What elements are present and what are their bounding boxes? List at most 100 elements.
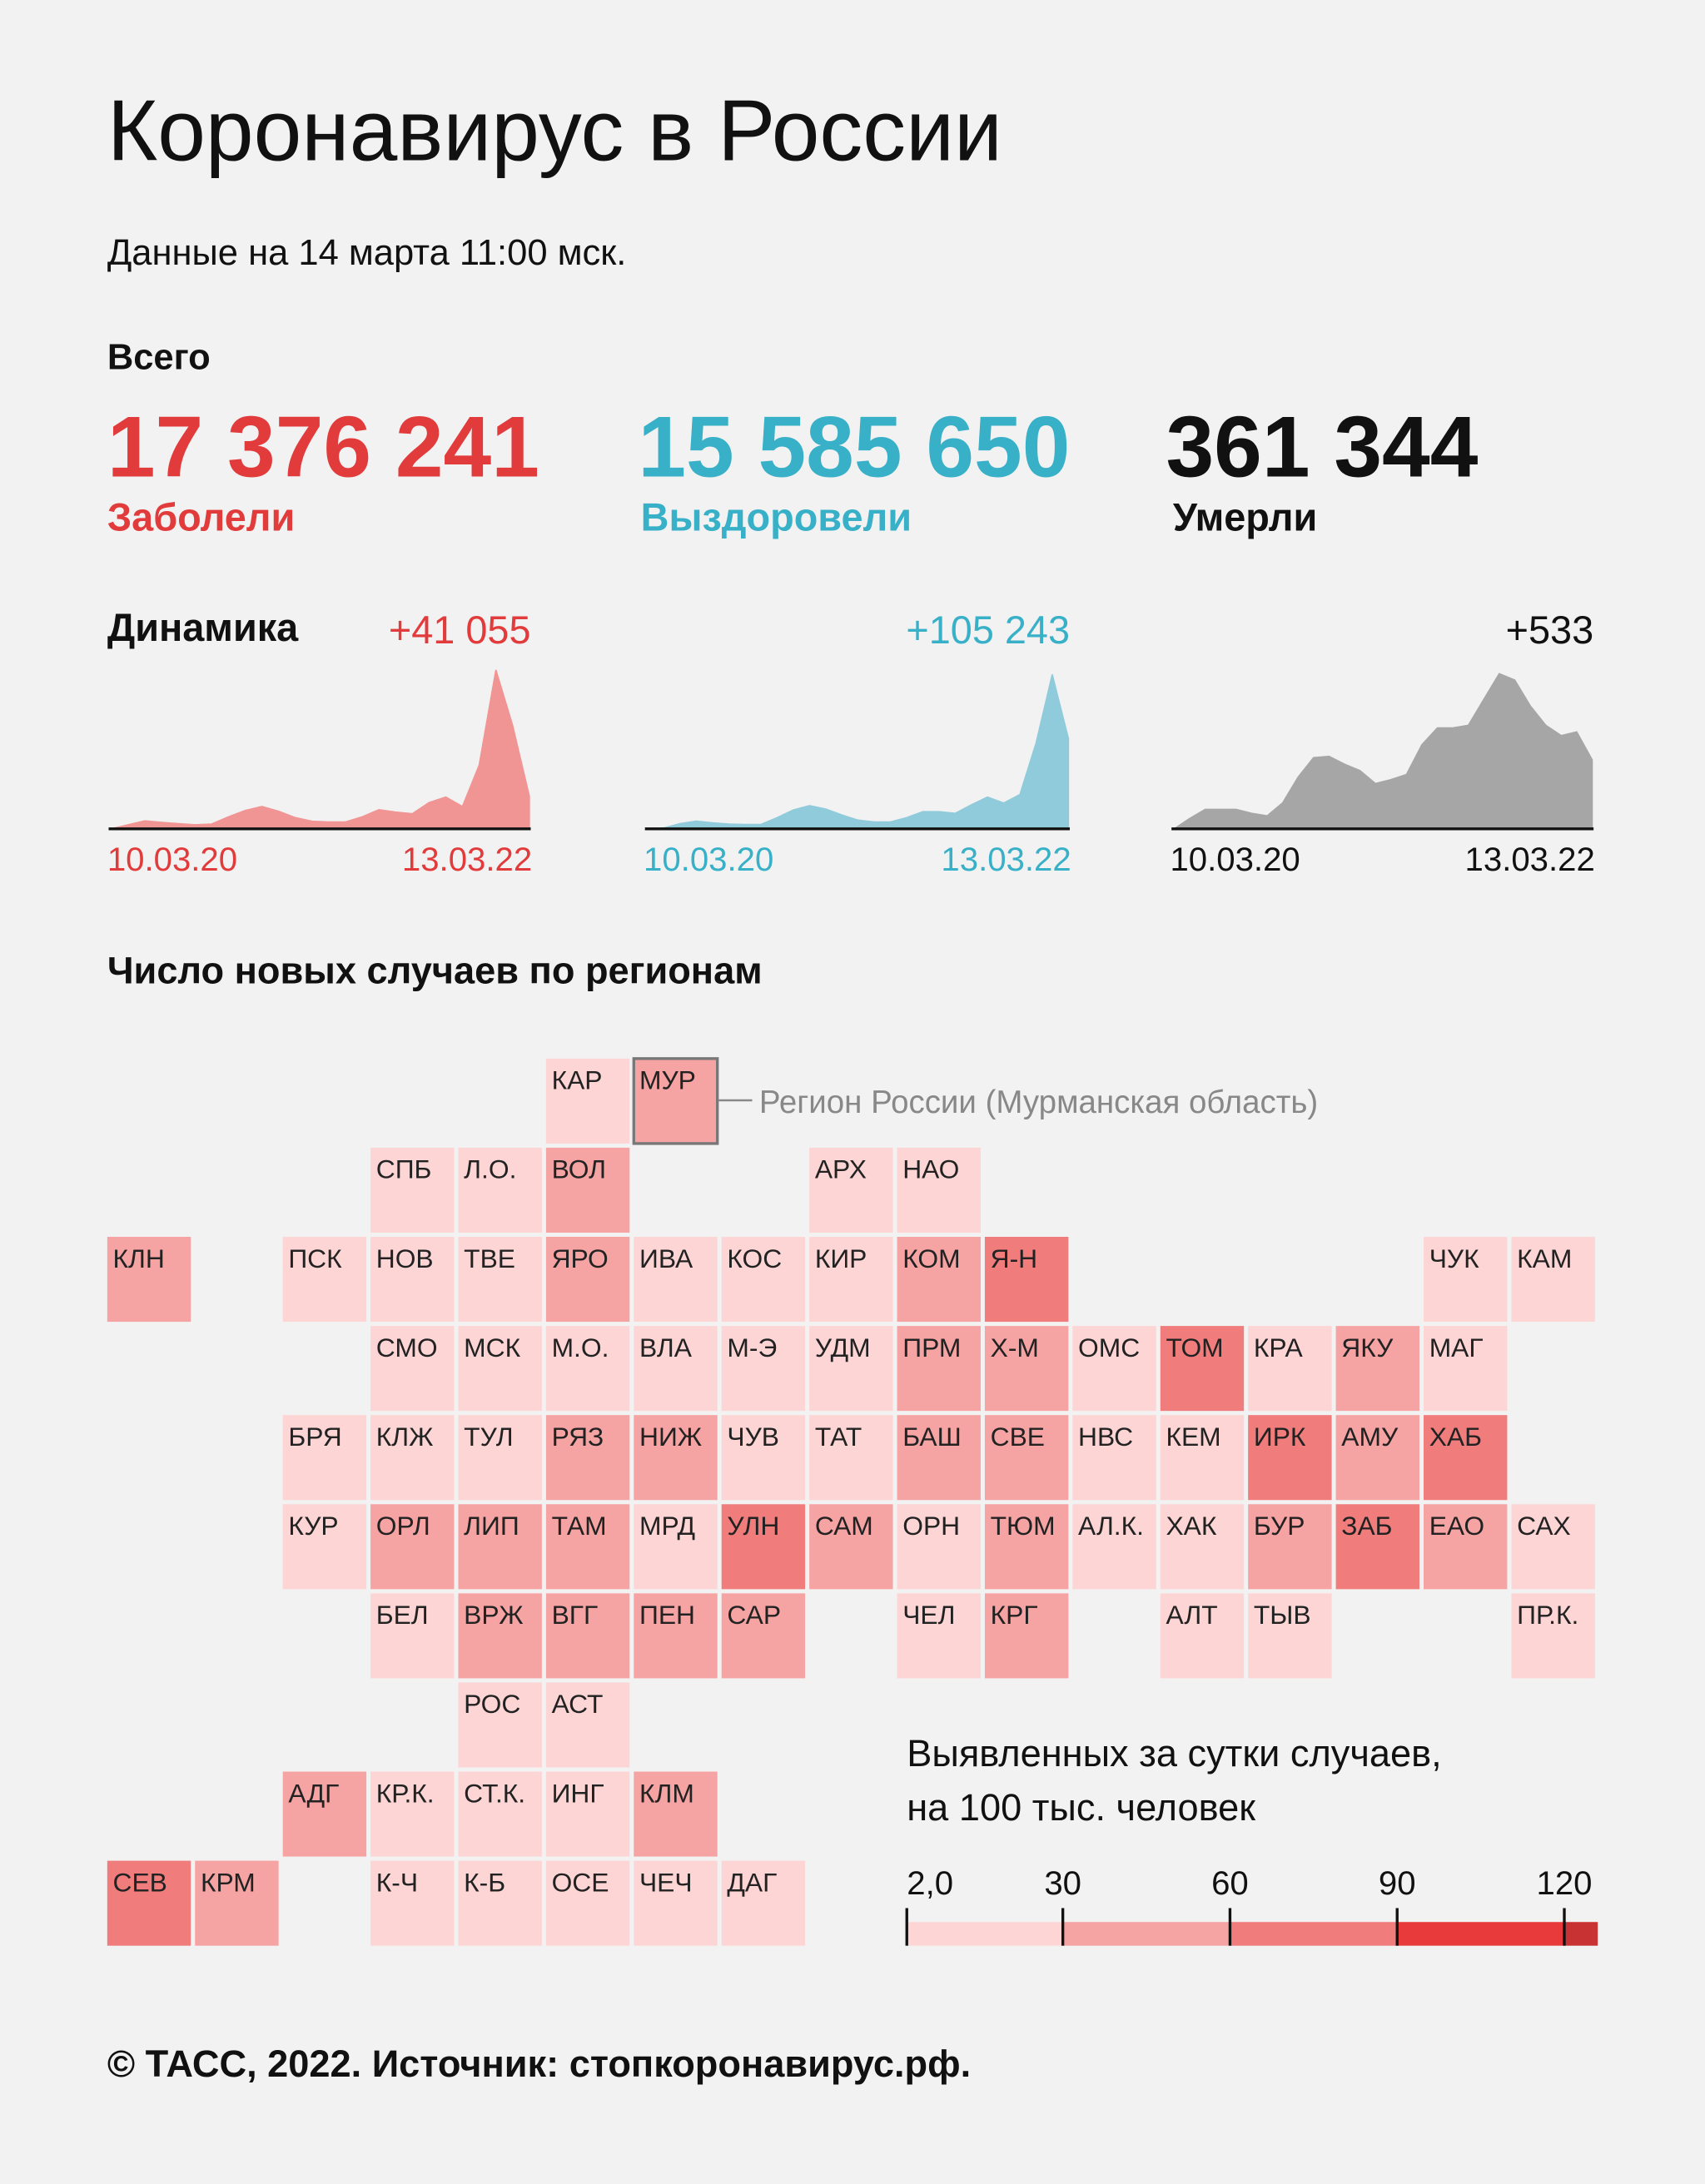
region-label: М.О.: [552, 1333, 609, 1363]
region-tile: [1072, 1504, 1156, 1590]
legend-title: Выявленных за сутки случаев,: [907, 1732, 1441, 1774]
region-tile: [282, 1415, 367, 1501]
region-label: РЯЗ: [552, 1422, 604, 1452]
region-label: АМУ: [1341, 1422, 1399, 1452]
region-label: АЛ.К.: [1078, 1511, 1144, 1541]
region-tile: [282, 1237, 367, 1323]
region-tile: [632, 1057, 719, 1145]
region-label: ВРЖ: [464, 1600, 523, 1630]
region-label: НВС: [1078, 1422, 1133, 1452]
region-tile: [1424, 1504, 1508, 1590]
region-tile: [458, 1682, 542, 1768]
region-tile: [545, 1237, 630, 1323]
region-tile: [370, 1415, 455, 1501]
region-tile: [1335, 1326, 1419, 1412]
region-label: ВГГ: [552, 1600, 599, 1630]
region-label: ПР.К.: [1517, 1600, 1578, 1630]
region-label: ТОМ: [1166, 1333, 1223, 1363]
region-label: МСК: [464, 1333, 520, 1363]
region-tile: [545, 1415, 630, 1501]
region-tile: [1072, 1326, 1156, 1412]
region-tile: [634, 1504, 718, 1590]
region-tile: [809, 1147, 893, 1233]
region-label: ТУЛ: [464, 1422, 513, 1452]
region-tile: [545, 1504, 630, 1590]
map-title: Число новых случаев по регионам: [107, 949, 763, 991]
region-tile: [545, 1147, 630, 1233]
region-label: КРА: [1254, 1333, 1304, 1363]
map-note: Регион России (Мурманская область): [759, 1085, 1318, 1120]
legend-segment: [1230, 1922, 1398, 1946]
region-label: КОС: [727, 1243, 782, 1273]
region-label: СМО: [376, 1333, 438, 1363]
region-tile: [897, 1593, 981, 1679]
region-label: КОМ: [902, 1243, 960, 1273]
region-label: НИЖ: [639, 1422, 702, 1452]
legend-title: на 100 тыс. человек: [907, 1786, 1255, 1829]
totals-heading: Всего: [107, 338, 211, 378]
region-label: СТ.К.: [464, 1778, 525, 1808]
region-label: ХАК: [1166, 1511, 1216, 1541]
region-label: САХ: [1517, 1511, 1571, 1541]
date-end: 13.03.22: [402, 841, 532, 878]
region-tile: [370, 1860, 455, 1946]
region-tile: [1511, 1504, 1595, 1590]
region-label: КЕМ: [1166, 1422, 1220, 1452]
region-tile: [107, 1237, 191, 1323]
region-tile: [545, 1771, 630, 1857]
region-label: КИР: [815, 1243, 867, 1273]
region-label: ТАМ: [552, 1511, 607, 1541]
region-label: КЛМ: [639, 1778, 694, 1808]
region-label: ТЫВ: [1254, 1600, 1311, 1630]
region-label: ТАТ: [815, 1422, 862, 1452]
date-end: 13.03.22: [941, 841, 1071, 878]
region-tile: [195, 1860, 279, 1946]
total-value: 361 344: [1166, 398, 1478, 494]
sparkline-area: [1171, 673, 1593, 830]
region-label: ОРН: [902, 1511, 960, 1541]
region-tile: [1248, 1504, 1332, 1590]
region-tile: [1511, 1237, 1595, 1323]
region-tile: [458, 1147, 542, 1233]
region-tile: [458, 1771, 542, 1857]
region-label: БУР: [1254, 1511, 1305, 1541]
date-end: 13.03.22: [1465, 841, 1595, 878]
region-label: Я-Н: [991, 1243, 1038, 1273]
region-tile: [721, 1326, 806, 1412]
region-tile: [458, 1326, 542, 1412]
region-label: ЯКУ: [1341, 1333, 1394, 1363]
legend-tick-label: 90: [1379, 1864, 1416, 1902]
region-tile: [984, 1593, 1069, 1679]
region-tile: [809, 1415, 893, 1501]
region-tile: [721, 1504, 806, 1590]
region-label: ЯРО: [552, 1243, 609, 1273]
region-label: КРМ: [201, 1867, 256, 1897]
region-label: МРД: [639, 1511, 695, 1541]
region-label: ИВА: [639, 1243, 693, 1273]
increment: +105 243: [906, 608, 1070, 652]
region-label: ХАБ: [1429, 1422, 1482, 1452]
region-tile: [458, 1237, 542, 1323]
region-tile: [721, 1415, 806, 1501]
region-label: КАР: [552, 1065, 603, 1095]
region-tile: [107, 1860, 191, 1946]
title: Коронавирус в России: [107, 82, 1002, 179]
total-label: Умерли: [1173, 496, 1317, 539]
legend-tick-label: 60: [1211, 1864, 1249, 1902]
region-tile: [1424, 1237, 1508, 1323]
region-label: УЛН: [727, 1511, 779, 1541]
legend-tick-label: 120: [1537, 1864, 1593, 1902]
region-label: М-Э: [727, 1333, 777, 1363]
legend-segment: [907, 1922, 1063, 1946]
region-tile: [458, 1593, 542, 1679]
region-tile: [370, 1593, 455, 1679]
region-label: КЛН: [113, 1243, 165, 1273]
region-label: ИРК: [1254, 1422, 1306, 1452]
region-tile: [809, 1504, 893, 1590]
region-tile: [634, 1237, 718, 1323]
region-tile: [1248, 1593, 1332, 1679]
region-label: КЛЖ: [376, 1422, 434, 1452]
region-tile: [1335, 1415, 1419, 1501]
